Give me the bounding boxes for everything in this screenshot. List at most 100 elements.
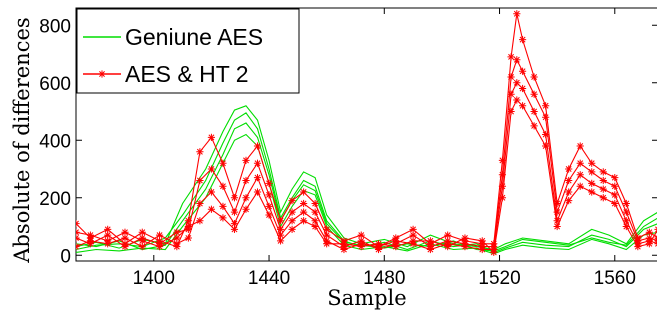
data-point [121, 243, 129, 251]
data-point [518, 67, 527, 75]
data-point [611, 191, 619, 199]
data-point [230, 194, 239, 202]
data-point [184, 222, 192, 231]
data-point [230, 208, 239, 216]
data-point [530, 122, 538, 130]
data-point [265, 211, 273, 219]
data-point [76, 243, 80, 251]
data-point [76, 220, 80, 228]
legend: Geniune AES AES & HT 2 [76, 8, 300, 94]
x-tick-label: 1440 [248, 268, 290, 289]
data-point [253, 188, 262, 196]
data-point [207, 205, 216, 213]
data-point [300, 199, 308, 208]
data-point [196, 199, 204, 208]
data-point [104, 237, 112, 245]
data-point [219, 214, 227, 222]
data-point [196, 176, 204, 185]
data-point [507, 53, 515, 61]
data-point [340, 245, 348, 254]
data-point [288, 208, 296, 216]
y-tick-label: 200 [39, 189, 71, 210]
x-axis-title: Sample [327, 286, 406, 310]
legend-asterisk-icon [98, 70, 106, 78]
data-point [409, 237, 417, 245]
data-point [542, 142, 550, 150]
data-point [300, 217, 308, 225]
data-point [588, 168, 596, 176]
data-point [184, 234, 192, 242]
data-point [498, 194, 507, 202]
data-point [611, 182, 619, 190]
data-point [207, 188, 216, 196]
data-point [461, 234, 469, 242]
data-point [374, 240, 383, 248]
data-point [288, 225, 296, 233]
legend-label-ht: AES & HT 2 [125, 61, 249, 87]
y-tick-label: 400 [39, 131, 71, 152]
y-tick-label: 600 [39, 74, 71, 95]
data-point [155, 243, 164, 251]
data-point [513, 96, 521, 104]
data-point [155, 231, 164, 239]
data-point [542, 113, 550, 121]
series-line [76, 99, 657, 254]
data-point [654, 226, 657, 233]
data-point [645, 240, 653, 248]
data-point [196, 148, 204, 156]
data-point [300, 208, 308, 216]
data-point [288, 217, 296, 225]
series-line [76, 13, 657, 248]
data-point [542, 130, 550, 139]
x-tick-label: 1520 [478, 268, 520, 289]
data-point [518, 102, 527, 110]
data-point [426, 245, 434, 254]
data-point [253, 159, 262, 167]
data-point [242, 156, 250, 164]
x-tick-label: 1400 [133, 268, 175, 289]
data-point [576, 182, 584, 190]
data-point [300, 188, 308, 196]
data-point [576, 159, 584, 167]
data-point [392, 243, 400, 251]
data-point [219, 202, 227, 210]
data-point [478, 245, 486, 254]
y-axis-title: Absolute of differences [10, 17, 34, 263]
data-point [530, 107, 538, 116]
series-aes-ht2 [76, 10, 657, 256]
data-point [121, 228, 129, 236]
data-point [513, 10, 521, 18]
data-point [138, 237, 146, 245]
data-point [86, 231, 95, 239]
data-point [426, 237, 434, 245]
data-point [622, 208, 630, 216]
data-point [230, 225, 239, 233]
series-line [76, 133, 657, 255]
data-point [276, 237, 285, 245]
data-point [288, 197, 296, 205]
series-line [76, 58, 657, 251]
series-line [76, 112, 657, 253]
data-point [311, 217, 319, 225]
data-point [611, 174, 619, 182]
data-point [530, 73, 538, 81]
data-point [253, 142, 262, 150]
data-point [461, 243, 469, 251]
data-point [622, 199, 630, 208]
data-point [588, 179, 596, 187]
data-point [444, 243, 452, 251]
data-point [513, 56, 521, 64]
y-tick-label: 800 [39, 16, 71, 37]
data-point [553, 222, 561, 231]
data-point [173, 234, 181, 242]
data-point [265, 202, 273, 210]
data-point [611, 199, 619, 208]
x-tick-label: 1560 [594, 268, 636, 289]
data-point [654, 240, 657, 247]
data-point [242, 176, 250, 185]
data-point [207, 165, 216, 173]
data-point [311, 199, 319, 208]
ticks-layer: 1400 1440 1480 1520 1560 0 200 400 600 800 [39, 8, 657, 289]
y-tick-label: 0 [60, 246, 71, 267]
